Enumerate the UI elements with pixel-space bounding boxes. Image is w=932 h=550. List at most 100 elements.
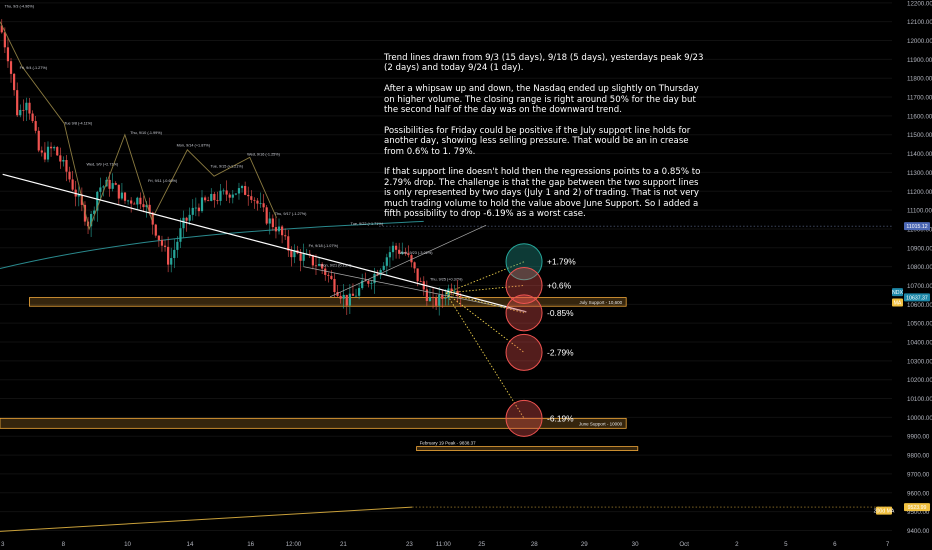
candle-body — [321, 263, 324, 269]
price-badge — [904, 503, 930, 512]
candle-body — [62, 159, 65, 162]
scenario-circle — [505, 243, 543, 281]
candle-body — [404, 252, 407, 254]
ma-line — [0, 220, 424, 270]
day-label: Thu, 9/3 (-4.96%) — [4, 5, 34, 9]
candle-body — [90, 213, 93, 227]
y-tick-label: 11600.00 — [907, 113, 932, 120]
candle-body — [345, 294, 348, 306]
candle-body — [16, 90, 19, 116]
day-label: Mon, 9/14 (+1.87%) — [177, 143, 211, 147]
y-tick-label: 11700.00 — [907, 95, 932, 102]
candle-body — [142, 204, 145, 208]
candle-body — [339, 295, 342, 299]
candle-body — [99, 187, 102, 192]
price-badge — [892, 298, 903, 307]
candle-body — [40, 150, 43, 153]
y-tick-label: 9500.00 — [907, 509, 930, 516]
candle-body — [93, 210, 96, 214]
candle-body — [71, 179, 74, 190]
trend-line — [303, 266, 527, 313]
candle-body — [68, 171, 71, 180]
candle-body — [49, 146, 53, 149]
x-tick-label: 3 — [1, 541, 5, 548]
candle-body — [240, 185, 244, 189]
support-label: February 19 Peak - 9838.37 — [420, 441, 477, 446]
time-axis[interactable]: 3 8 10 14 16 12:00 21 23 11:00 25 28 29 30 Oct 2 5 6 7 — [1, 541, 890, 548]
candle-body — [271, 218, 274, 228]
scenario-circle — [505, 294, 543, 332]
support-zones: July Support - 10,600 June Support - 1000… — [0, 225, 892, 508]
price-badge-label: 11015.12 — [906, 224, 927, 230]
candle-body — [108, 179, 111, 189]
annotation-paragraph: Possibilities for Friday could be positi… — [384, 125, 691, 157]
candle-body — [391, 245, 395, 253]
annotation-paragraph: If that support line doesn't hold then t… — [384, 167, 701, 220]
candle-body — [287, 236, 290, 251]
candle-body — [176, 241, 179, 250]
candle-body — [453, 290, 456, 292]
candle-body — [293, 250, 296, 258]
candle-body — [274, 227, 278, 232]
x-tick-label: 23 — [406, 541, 413, 548]
candle-body — [327, 274, 330, 276]
y-tick-label: 9400.00 — [907, 528, 930, 535]
trend-lines — [0, 21, 527, 313]
x-tick-label: 12:00 — [286, 541, 302, 548]
candle-body — [431, 297, 435, 298]
x-tick-label: 5 — [784, 541, 788, 548]
candle-body — [22, 109, 25, 111]
x-tick-label: Oct — [679, 541, 689, 548]
candle-body — [6, 47, 10, 62]
candle-body — [151, 212, 154, 225]
day-label: Tue, 9/22 (+1.71%) — [351, 222, 384, 226]
candle-body — [123, 192, 127, 201]
y-tick-label: 10500.00 — [907, 321, 932, 328]
y-tick-label: 10200.00 — [907, 377, 932, 384]
scenario-path — [445, 261, 525, 294]
candle-body — [194, 207, 197, 209]
y-tick-label: 10000.00 — [907, 415, 932, 422]
y-tick-label: 10800.00 — [907, 264, 932, 271]
price-axis[interactable]: 12200.00 12100.00 12000.00 11900.00 11800.00… — [892, 0, 932, 550]
day-label: Wed, 9/23 (-3.02%) — [400, 251, 434, 255]
candle-body — [25, 102, 28, 111]
y-tick-label: 9600.00 — [907, 490, 930, 497]
day-label: Thu, 9/10 (-1.99%) — [130, 131, 162, 135]
candle-body — [19, 109, 22, 116]
candle-body — [34, 121, 37, 131]
candle-body — [31, 113, 34, 122]
candle-body — [410, 255, 413, 263]
scenario-targets: +1.79% +0.6% -0.85% -2.79% -6.19% — [445, 243, 576, 437]
x-tick-label: 8 — [62, 541, 66, 548]
candle-body — [398, 249, 401, 254]
candle-body — [262, 203, 265, 208]
candle-body — [179, 228, 182, 242]
trend-line — [329, 224, 487, 298]
y-tick-label: 9800.00 — [907, 453, 930, 460]
candle-body — [259, 203, 262, 205]
candle-body — [277, 226, 281, 232]
candle-body — [3, 32, 6, 48]
candle-body — [354, 295, 358, 297]
candle-body — [197, 207, 201, 212]
scenario-label: -6.19% — [547, 413, 574, 423]
candle-body — [333, 278, 336, 293]
day-label: Fri, 9/4 (-1.27%) — [20, 66, 48, 70]
candle-body — [407, 253, 410, 256]
price-badge-label: 9523.99 — [908, 505, 927, 511]
scenario-path — [445, 292, 525, 419]
x-tick-label: 7 — [886, 541, 890, 548]
annotation-paragraph: After a whipsaw up and down, the Nasdaq … — [384, 84, 699, 116]
x-tick-label: 2 — [735, 541, 739, 548]
y-tick-label: 11100.00 — [907, 208, 932, 215]
candle-body — [394, 245, 398, 250]
candle-body — [268, 218, 271, 224]
candle-body — [413, 262, 416, 269]
candle-body — [265, 207, 268, 224]
candle-body — [379, 269, 382, 276]
candle-body — [351, 293, 355, 296]
candle-body — [56, 147, 59, 156]
